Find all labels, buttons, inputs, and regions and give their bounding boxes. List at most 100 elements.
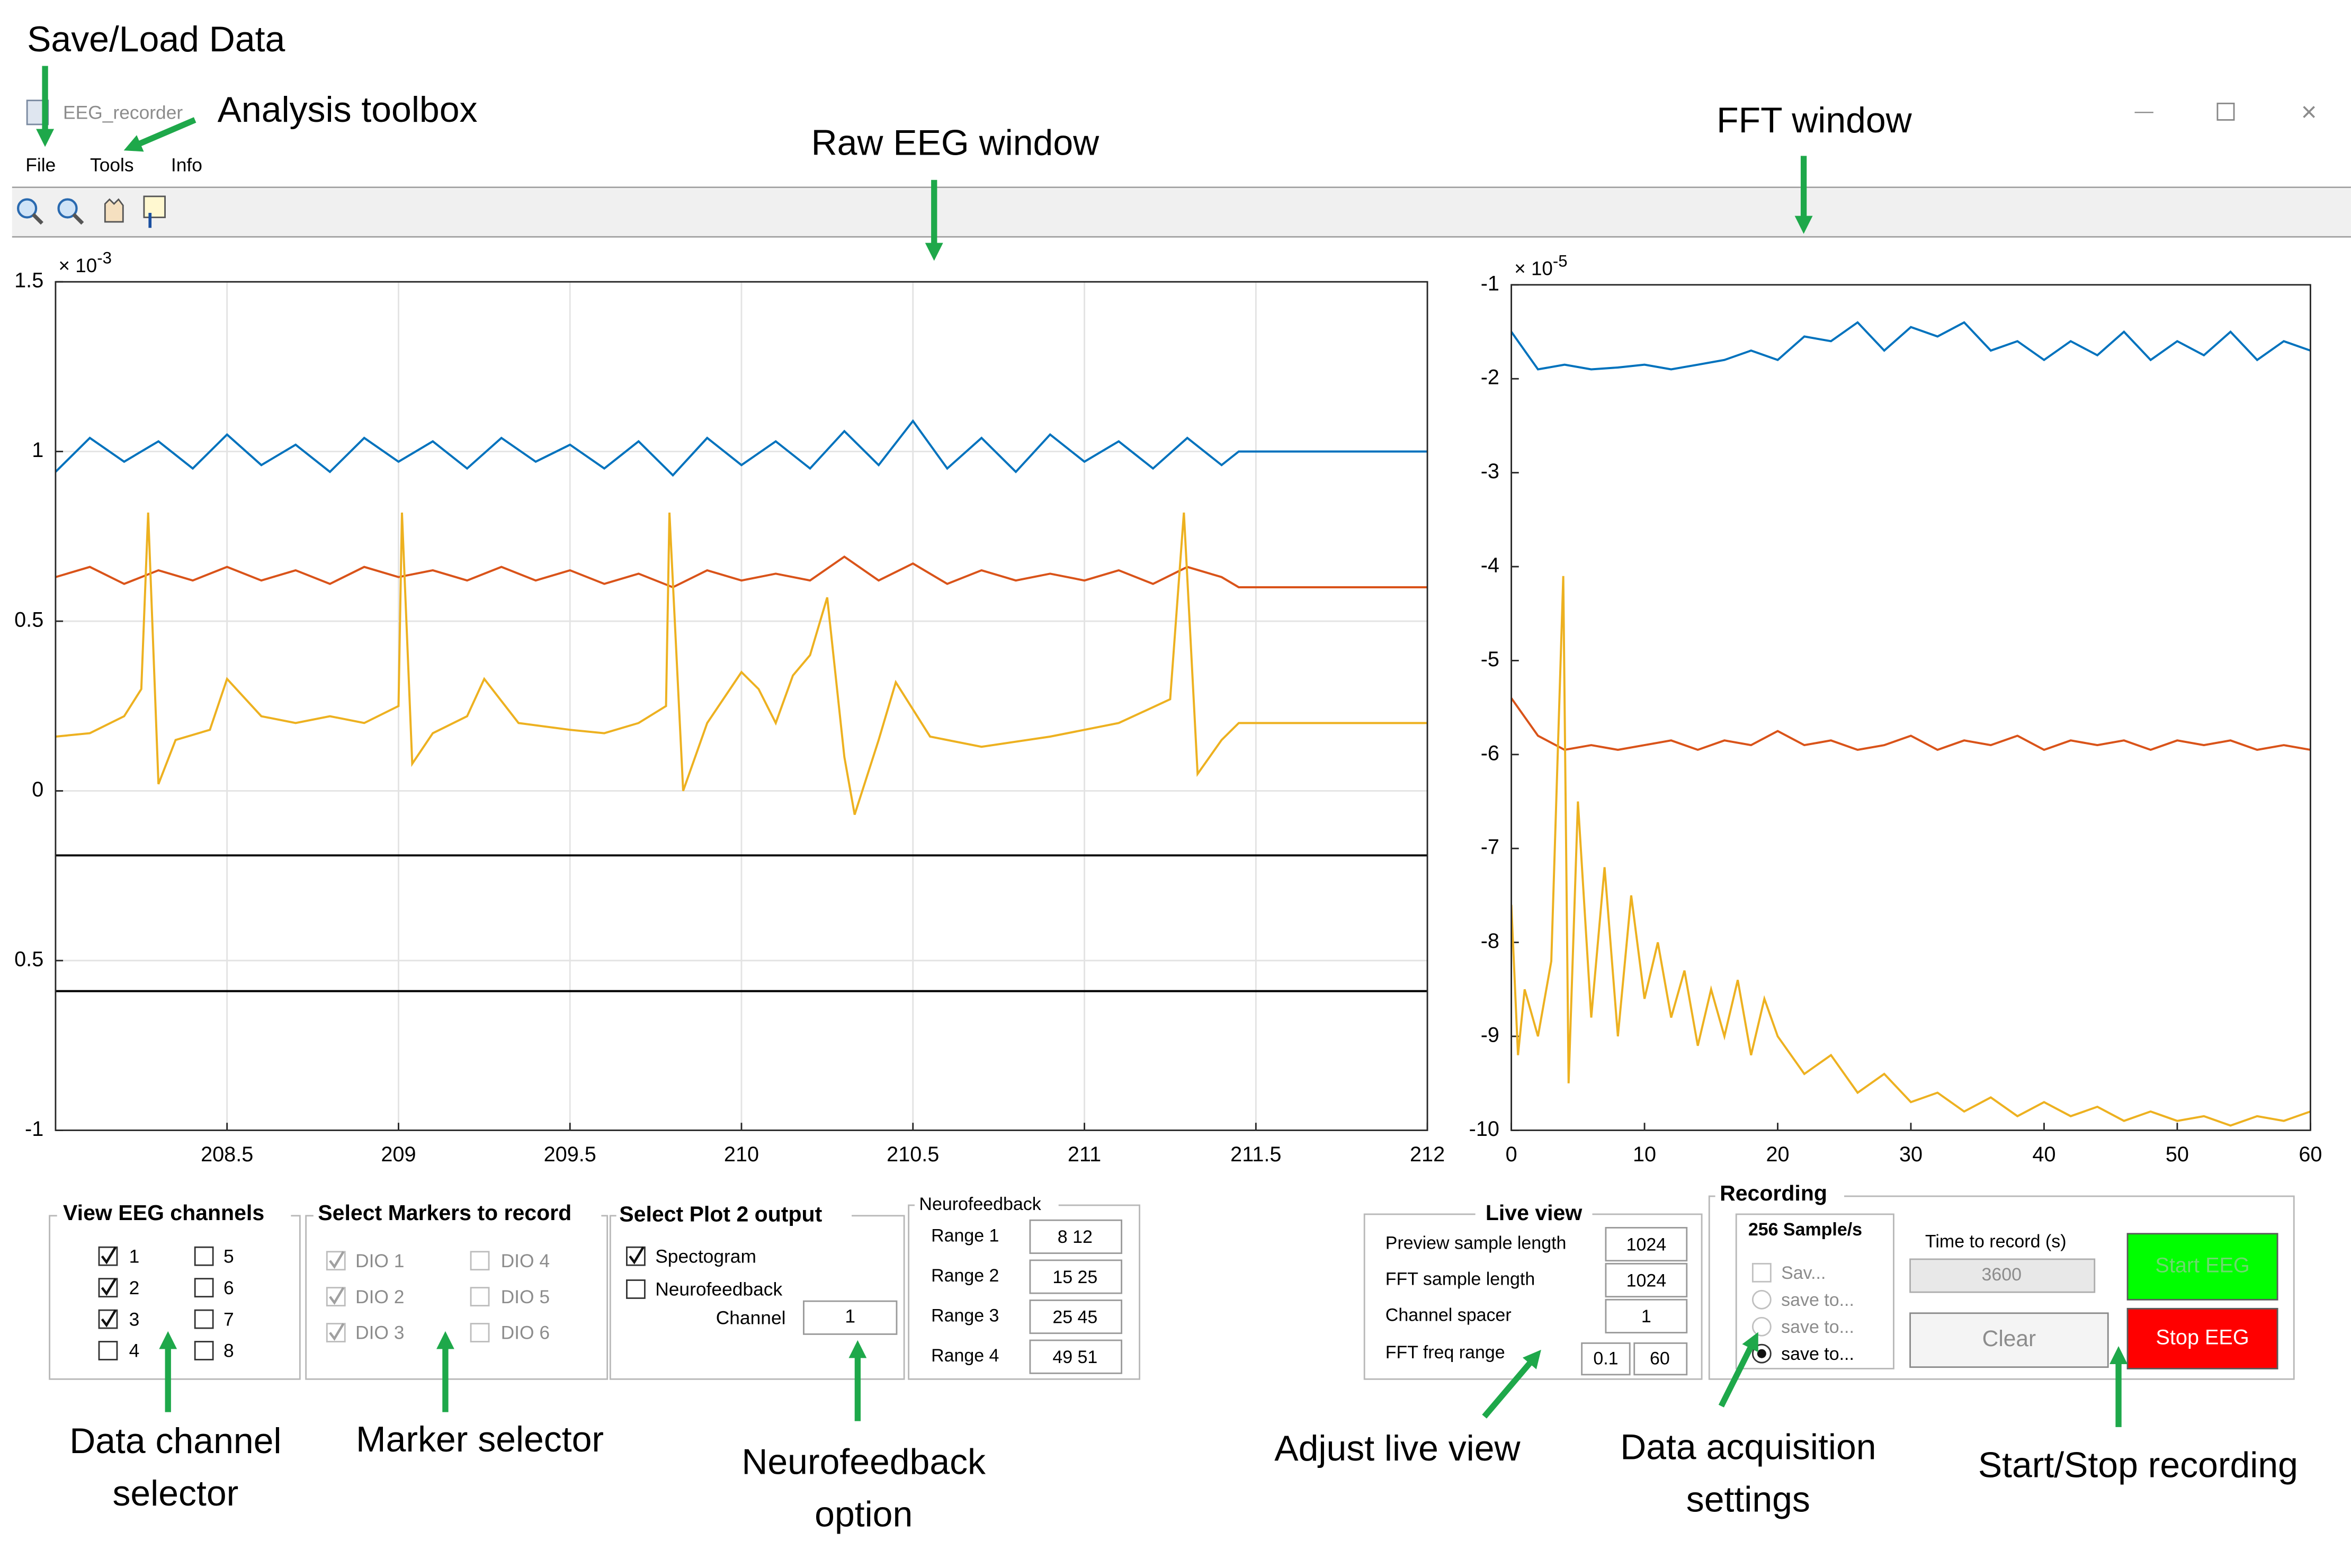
checkbox-label: 4	[129, 1341, 140, 1361]
time-input[interactable]	[1909, 1258, 2096, 1293]
field-label: Channel spacer	[1385, 1305, 1512, 1325]
field-input[interactable]	[1605, 1298, 1688, 1333]
clear-button[interactable]	[1909, 1312, 2109, 1368]
checkbox-label: 6	[224, 1278, 234, 1298]
range-value: 8 12	[1058, 1227, 1093, 1247]
checkbox-label: 8	[224, 1341, 234, 1361]
checkbox[interactable]	[1751, 1262, 1772, 1283]
option-label: save to...	[1781, 1317, 1854, 1337]
channel-input[interactable]	[803, 1300, 898, 1335]
checkbox-label: DIO 2	[355, 1287, 404, 1307]
panel-title-bg	[1475, 1200, 1593, 1228]
y-tick-label: 0	[32, 778, 43, 801]
recording-panel	[1708, 1195, 2295, 1380]
close-button[interactable]: ×	[2301, 97, 2317, 127]
field-label: FFT sample length	[1385, 1269, 1535, 1289]
time-label: Time to record (s)	[1925, 1232, 2067, 1252]
y-tick-label: -7	[1481, 836, 1499, 859]
checkbox[interactable]	[470, 1323, 490, 1342]
trace	[55, 512, 1428, 815]
y-tick-label: -9	[1481, 1023, 1499, 1046]
menu-item[interactable]: Tools	[90, 155, 134, 176]
x-tick-label: 20	[1766, 1143, 1789, 1166]
menu-item[interactable]: File	[25, 155, 56, 176]
minimize-button[interactable]: —	[2134, 101, 2153, 122]
x-tick-label: 60	[2299, 1143, 2322, 1166]
y-tick-label: 1.5	[14, 269, 43, 292]
radio[interactable]	[1751, 1289, 1772, 1310]
y-tick-label: -10	[1469, 1117, 1499, 1141]
annotation: Save/Load Data	[27, 20, 285, 59]
x-tick-label: 209	[381, 1143, 416, 1166]
annotation: Start/Stop recording	[1978, 1445, 2298, 1485]
radio[interactable]	[1751, 1316, 1772, 1337]
checkbox[interactable]	[470, 1251, 490, 1271]
annotation: Neurofeedback	[741, 1442, 986, 1482]
panel-title-bg	[616, 1200, 852, 1228]
checkbox-label: 2	[129, 1278, 140, 1298]
annotation: Data acquisition	[1620, 1427, 1876, 1467]
panel-title: Recording	[1720, 1181, 1827, 1205]
x-tick-label: 0	[1506, 1143, 1517, 1166]
axis-multiplier: × 10-5	[1514, 252, 1567, 280]
fft-min-input[interactable]	[1581, 1342, 1631, 1376]
range-input[interactable]	[1029, 1339, 1123, 1374]
markers-panel	[305, 1215, 609, 1380]
y-tick-label: -6	[1481, 741, 1499, 765]
range-value: 25 45	[1052, 1307, 1097, 1327]
channel-value: 1	[845, 1306, 855, 1327]
panel-title-bg	[914, 1195, 1059, 1216]
checkbox[interactable]	[98, 1341, 118, 1360]
range-input[interactable]	[1029, 1259, 1123, 1294]
panel-title: Select Markers to record	[318, 1200, 571, 1225]
x-tick-label: 30	[1899, 1143, 1923, 1166]
y-tick-label: -5	[1481, 648, 1499, 671]
checkbox[interactable]	[470, 1287, 490, 1307]
checkbox-label: Neurofeedback	[655, 1279, 782, 1300]
checkbox[interactable]	[626, 1279, 646, 1299]
checkbox[interactable]	[194, 1246, 214, 1266]
checkbox-label: 1	[129, 1246, 140, 1267]
maximize-button[interactable]	[2216, 102, 2235, 121]
radio-dot	[1757, 1349, 1766, 1358]
window-title: EEG_recorder	[63, 102, 183, 123]
checkbox[interactable]	[194, 1278, 214, 1298]
field-input[interactable]	[1605, 1262, 1688, 1298]
time-value: 3600	[1981, 1265, 2022, 1285]
checkmark	[329, 1251, 345, 1269]
y-tick-label: 0.5	[14, 608, 43, 632]
panel-title-bg	[57, 1200, 291, 1228]
plot-border	[1510, 284, 2311, 1131]
stop-button[interactable]	[2126, 1307, 2278, 1369]
annotation: settings	[1686, 1480, 1810, 1519]
x-tick-label: 50	[2166, 1143, 2189, 1166]
option-label: save to...	[1781, 1290, 1854, 1310]
zoom-in-tool[interactable]	[57, 198, 84, 225]
range-input[interactable]	[1029, 1300, 1123, 1334]
menu-item[interactable]: Info	[171, 155, 202, 176]
multiplier-exponent: -5	[1553, 252, 1568, 271]
checkbox-label: DIO 4	[501, 1251, 550, 1271]
zoom-out-tool[interactable]	[17, 198, 43, 225]
fft-max-input[interactable]	[1633, 1342, 1688, 1376]
checkbox-label: 5	[224, 1246, 234, 1267]
data-cursor-tool[interactable]	[143, 195, 166, 228]
checkmark	[629, 1247, 645, 1265]
acquisition-box	[1735, 1213, 1894, 1369]
start-label: Start EEG	[2155, 1253, 2249, 1277]
pan-tool[interactable]	[104, 198, 124, 223]
y-tick-label: -1	[25, 1117, 43, 1141]
panel-title: View EEG channels	[63, 1200, 264, 1225]
field-input[interactable]	[1605, 1226, 1688, 1262]
annotation: Raw EEG window	[811, 123, 1100, 163]
checkbox[interactable]	[194, 1341, 214, 1360]
range-label: Range 2	[931, 1266, 999, 1286]
trace	[1511, 697, 2311, 751]
trace	[1511, 321, 2311, 371]
checkbox-label: DIO 3	[355, 1323, 404, 1343]
range-input[interactable]	[1029, 1219, 1123, 1254]
start-button[interactable]	[2126, 1233, 2278, 1301]
checkmark	[329, 1287, 345, 1305]
annotation-arrow	[123, 117, 196, 152]
checkbox[interactable]	[194, 1309, 214, 1329]
